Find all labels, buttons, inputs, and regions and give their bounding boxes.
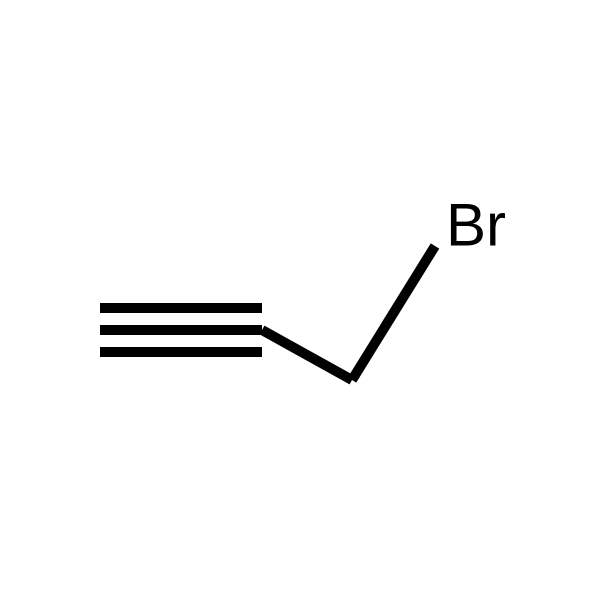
bond — [262, 330, 352, 380]
bromine-label: Br — [446, 192, 506, 259]
molecule-diagram: Br — [0, 0, 600, 600]
bond — [352, 246, 435, 380]
